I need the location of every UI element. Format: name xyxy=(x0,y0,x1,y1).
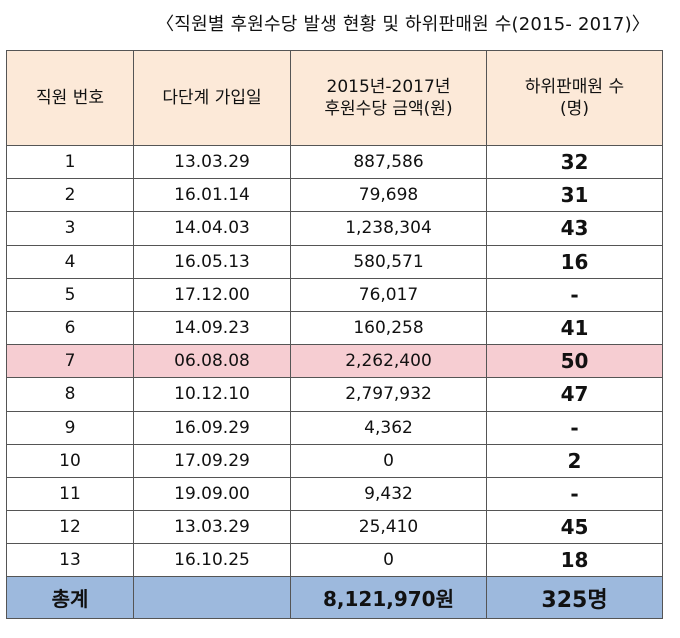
header-subseller-count: 하위판매원 수 (명) xyxy=(486,50,663,146)
table-row: 8 10.12.10 2,797,932 47 xyxy=(6,377,663,412)
cell-employee-id: 9 xyxy=(6,410,134,445)
table-row: 13 16.10.25 0 18 xyxy=(6,543,663,578)
cell-amount: 76,017 xyxy=(290,277,487,312)
cell-join-date: 16.10.25 xyxy=(133,543,291,578)
cell-amount: 160,258 xyxy=(290,310,487,346)
cell-amount: 0 xyxy=(290,443,487,478)
cell-join-date: 16.01.14 xyxy=(133,178,291,213)
cell-employee-id: 11 xyxy=(6,476,134,512)
cell-join-date: 14.09.23 xyxy=(133,310,291,346)
table-row: 12 13.03.29 25,410 45 xyxy=(6,510,663,545)
cell-employee-id: 13 xyxy=(6,543,134,578)
cell-employee-id: 5 xyxy=(6,277,134,312)
table-row: 10 17.09.29 0 2 xyxy=(6,443,663,478)
document-title: 〈직원별 후원수당 발생 현황 및 하위판매원 수(2015- 2017)〉 xyxy=(156,14,650,35)
cell-employee-id: 10 xyxy=(6,443,134,478)
cell-employee-id: 4 xyxy=(6,244,134,279)
cell-join-date: 13.03.29 xyxy=(133,510,291,545)
cell-amount: 580,571 xyxy=(290,244,487,279)
cell-amount: 79,698 xyxy=(290,178,487,213)
cell-employee-id: 3 xyxy=(6,211,134,246)
cell-amount: 4,362 xyxy=(290,410,487,445)
cell-employee-id: 1 xyxy=(6,144,134,180)
table-row: 11 19.09.00 9,432- xyxy=(6,476,663,512)
cell-join-date: 17.12.00 xyxy=(133,277,291,312)
cell-join-date: 16.09.29 xyxy=(133,410,291,445)
cell-amount: 887,586 xyxy=(290,144,487,180)
cell-amount: 9,432 xyxy=(290,476,487,512)
cell-employee-id: 7 xyxy=(6,344,134,379)
cell-employee-id: 2 xyxy=(6,178,134,213)
total-count: 325명 xyxy=(486,576,663,620)
cell-amount: 1,238,304 xyxy=(290,211,487,246)
table-row: 4 16.05.13 580,571 16 xyxy=(6,244,663,279)
header-amount-line1: 2015년-2017년 xyxy=(326,77,451,97)
cell-subseller-count: 18 xyxy=(486,543,663,578)
table-row: 6 14.09.23 160,258 41 xyxy=(6,310,663,346)
cell-join-date: 19.09.00 xyxy=(133,476,291,512)
table-row: 7 06.08.08 2,262,400 50 xyxy=(6,344,663,379)
table-row: 9 16.09.29 4,362- xyxy=(6,410,663,445)
cell-subseller-count: 43 xyxy=(486,211,663,246)
header-employee-id: 직원 번호 xyxy=(6,50,134,146)
header-join-date: 다단계 가입일 xyxy=(133,50,291,146)
cell-join-date: 06.08.08 xyxy=(133,344,291,379)
header-count-line1: 하위판매원 수 xyxy=(524,77,625,97)
cell-amount: 25,410 xyxy=(290,510,487,545)
cell-subseller-count: 45 xyxy=(486,510,663,545)
total-date xyxy=(133,576,291,620)
table-row: 2 16.01.14 79,698 31 xyxy=(6,178,663,213)
cell-join-date: 13.03.29 xyxy=(133,144,291,180)
cell-subseller-count: - xyxy=(486,476,663,512)
sponsorship-table: 직원 번호 다단계 가입일 2015년-2017년 후원수당 금액(원) 하위판… xyxy=(6,50,663,620)
cell-subseller-count: 2 xyxy=(486,443,663,478)
cell-join-date: 10.12.10 xyxy=(133,377,291,412)
cell-amount: 2,262,400 xyxy=(290,344,487,379)
cell-join-date: 17.09.29 xyxy=(133,443,291,478)
table-row: 3 14.04.03 1,238,304 43 xyxy=(6,211,663,246)
header-amount-line2: 후원수당 금액(원) xyxy=(324,99,453,119)
cell-subseller-count: 50 xyxy=(486,344,663,379)
cell-subseller-count: 32 xyxy=(486,144,663,180)
cell-join-date: 14.04.03 xyxy=(133,211,291,246)
header-count-line2: (명) xyxy=(560,99,589,119)
cell-subseller-count: - xyxy=(486,277,663,312)
table-row: 1 13.03.29 887,586 32 xyxy=(6,144,663,180)
table-row: 5 17.12.00 76,017- xyxy=(6,277,663,312)
total-amount: 8,121,970원 xyxy=(290,576,487,620)
cell-join-date: 16.05.13 xyxy=(133,244,291,279)
header-amount: 2015년-2017년 후원수당 금액(원) xyxy=(290,50,487,146)
header-row: 직원 번호 다단계 가입일 2015년-2017년 후원수당 금액(원) 하위판… xyxy=(6,50,663,146)
cell-employee-id: 6 xyxy=(6,310,134,346)
cell-employee-id: 12 xyxy=(6,510,134,545)
cell-amount: 2,797,932 xyxy=(290,377,487,412)
cell-subseller-count: 41 xyxy=(486,310,663,346)
cell-subseller-count: - xyxy=(486,410,663,445)
total-row: 총계 8,121,970원 325명 xyxy=(6,576,663,620)
cell-subseller-count: 47 xyxy=(486,377,663,412)
total-label: 총계 xyxy=(6,576,134,620)
cell-employee-id: 8 xyxy=(6,377,134,412)
cell-amount: 0 xyxy=(290,543,487,578)
cell-subseller-count: 16 xyxy=(486,244,663,279)
cell-subseller-count: 31 xyxy=(486,178,663,213)
